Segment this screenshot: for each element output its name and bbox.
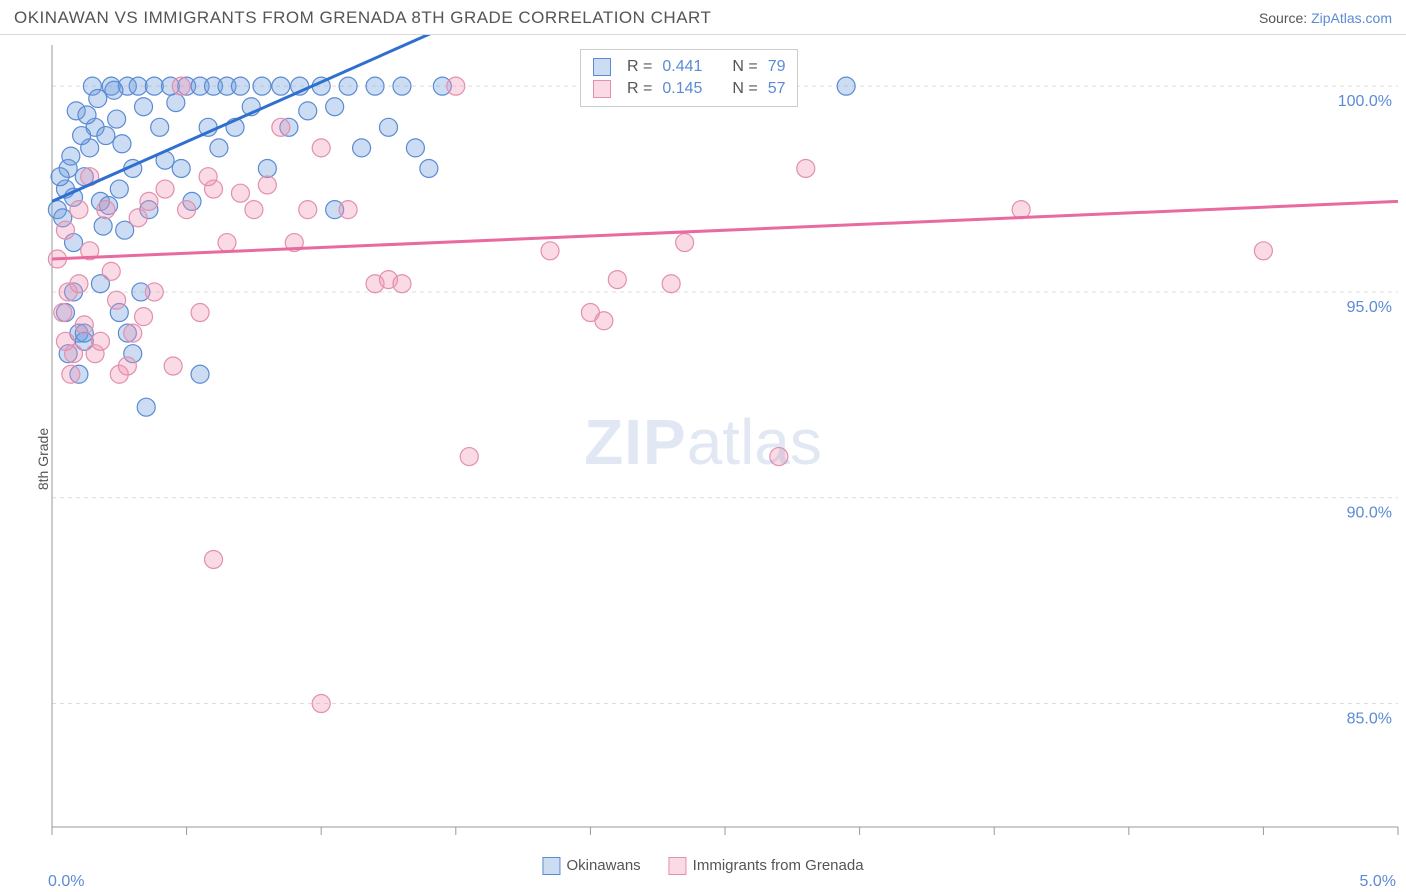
series-legend: Okinawans Immigrants from Grenada [542,857,863,875]
x-max-label: 5.0% [1360,873,1396,891]
source-link[interactable]: ZipAtlas.com [1311,10,1392,26]
x-min-label: 0.0% [48,873,84,891]
svg-text:95.0%: 95.0% [1347,299,1392,316]
source-prefix: Source: [1259,10,1311,26]
correlation-legend: R = 0.441N = 79R = 0.145N = 57 [580,49,798,107]
chart-title: OKINAWAN VS IMMIGRANTS FROM GRENADA 8TH … [14,8,711,28]
chart-header: OKINAWAN VS IMMIGRANTS FROM GRENADA 8TH … [0,0,1406,35]
legend-swatch-grenada [669,857,687,875]
chart-source: Source: ZipAtlas.com [1259,10,1392,26]
scatter-chart: 85.0% 90.0% 95.0% 100.0% [0,35,1406,835]
svg-text:85.0%: 85.0% [1347,711,1392,728]
chart-area: 8th Grade 85.0%90.0%95.0%100.0% ZIPatlas… [0,35,1406,883]
legend-label-okinawans: Okinawans [566,857,640,874]
y-axis-label: 8th Grade [35,428,51,490]
legend-swatch-okinawans [542,857,560,875]
svg-text:90.0%: 90.0% [1347,505,1392,522]
legend-label-grenada: Immigrants from Grenada [693,857,864,874]
legend-item-grenada: Immigrants from Grenada [669,857,864,875]
svg-text:100.0%: 100.0% [1338,93,1392,110]
legend-item-okinawans: Okinawans [542,857,640,875]
